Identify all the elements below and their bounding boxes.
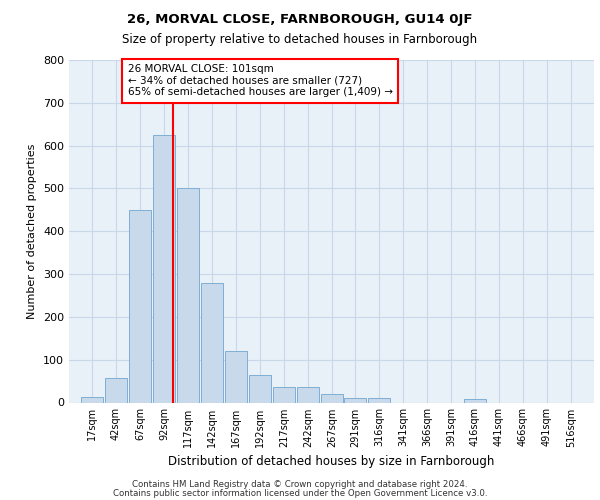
Bar <box>368 398 390 402</box>
Bar <box>464 399 486 402</box>
Bar <box>177 188 199 402</box>
Bar <box>129 210 151 402</box>
X-axis label: Distribution of detached houses by size in Farnborough: Distribution of detached houses by size … <box>169 455 494 468</box>
Bar <box>225 351 247 403</box>
Bar <box>273 386 295 402</box>
Bar <box>249 374 271 402</box>
Bar <box>297 386 319 402</box>
Bar <box>105 378 127 402</box>
Text: Contains public sector information licensed under the Open Government Licence v3: Contains public sector information licen… <box>113 490 487 498</box>
Text: 26, MORVAL CLOSE, FARNBOROUGH, GU14 0JF: 26, MORVAL CLOSE, FARNBOROUGH, GU14 0JF <box>127 12 473 26</box>
Text: Size of property relative to detached houses in Farnborough: Size of property relative to detached ho… <box>122 32 478 46</box>
Bar <box>201 282 223 403</box>
Bar <box>153 135 175 402</box>
Bar <box>344 398 366 402</box>
Text: 26 MORVAL CLOSE: 101sqm
← 34% of detached houses are smaller (727)
65% of semi-d: 26 MORVAL CLOSE: 101sqm ← 34% of detache… <box>128 64 392 98</box>
Y-axis label: Number of detached properties: Number of detached properties <box>28 144 37 319</box>
Bar <box>321 394 343 402</box>
Text: Contains HM Land Registry data © Crown copyright and database right 2024.: Contains HM Land Registry data © Crown c… <box>132 480 468 489</box>
Bar <box>81 398 103 402</box>
